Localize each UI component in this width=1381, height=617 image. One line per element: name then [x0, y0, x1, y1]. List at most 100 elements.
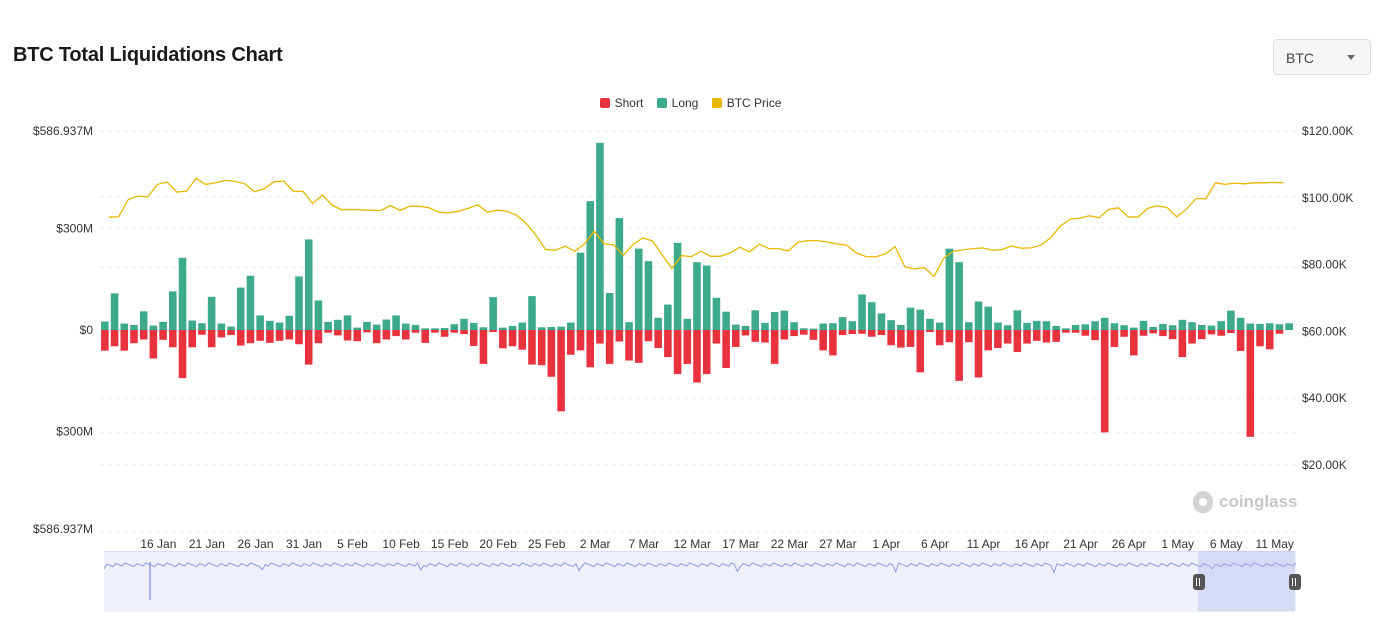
short-bar	[984, 330, 992, 351]
legend-item-short[interactable]: Short	[599, 96, 643, 110]
long-bar	[285, 315, 294, 330]
short-bar	[1178, 330, 1187, 358]
short-bar	[537, 330, 546, 366]
long-bar	[178, 257, 187, 330]
x-axis-tick-label: 26 Jan	[237, 537, 273, 551]
legend-label-long: Long	[671, 96, 699, 110]
long-bar	[469, 322, 478, 330]
short-bar	[304, 330, 313, 365]
short-bar	[1217, 330, 1225, 336]
long-bar	[139, 311, 148, 330]
short-bar	[1023, 330, 1031, 344]
long-bar	[431, 328, 439, 330]
long-bar	[314, 300, 323, 330]
long-bar	[1197, 324, 1206, 330]
x-axis-tick-label: 15 Feb	[431, 537, 469, 551]
x-axis-tick-label: 1 Apr	[872, 537, 900, 551]
x-axis-tick-label: 12 Mar	[674, 537, 711, 551]
long-bar	[528, 296, 536, 330]
x-axis-tick-label: 21 Apr	[1063, 537, 1098, 551]
long-bar	[751, 310, 760, 330]
x-axis-tick-label: 6 May	[1210, 537, 1243, 551]
x-axis-tick-label: 22 Mar	[771, 537, 808, 551]
short-bar	[596, 330, 604, 344]
short-bar	[139, 330, 148, 340]
coin-select-value: BTC	[1286, 50, 1314, 66]
x-axis-tick-label: 21 Jan	[189, 537, 225, 551]
short-bar	[450, 330, 459, 333]
short-bar	[916, 330, 925, 373]
long-bar	[605, 293, 614, 330]
long-bar	[838, 317, 847, 330]
long-bar	[101, 321, 109, 330]
long-bar	[1139, 320, 1148, 330]
navigator-selected-window[interactable]	[1198, 551, 1295, 611]
short-bar	[382, 330, 391, 340]
short-bar	[236, 330, 245, 346]
long-bar	[596, 142, 604, 330]
short-bar	[275, 330, 284, 341]
x-axis-tick-label: 2 Mar	[580, 537, 611, 551]
short-bar	[557, 330, 565, 412]
short-bar	[722, 330, 730, 368]
legend-item-btc-price[interactable]: BTC Price	[711, 96, 781, 110]
long-bar	[207, 296, 216, 330]
long-bar	[256, 315, 264, 330]
short-bar	[1227, 330, 1235, 334]
long-bar	[460, 318, 468, 330]
long-bar	[1100, 317, 1109, 330]
navigator-left-handle[interactable]	[1193, 574, 1205, 590]
short-bar	[285, 330, 294, 340]
long-bar	[1032, 320, 1041, 330]
long-bar	[489, 297, 497, 330]
long-bar	[877, 313, 886, 330]
long-bar	[819, 323, 827, 330]
short-bar	[1071, 330, 1080, 333]
short-bar	[528, 330, 536, 365]
short-bar	[654, 330, 662, 348]
short-bar	[431, 330, 439, 333]
short-bar	[829, 330, 837, 356]
short-bar	[1003, 330, 1012, 344]
legend-swatch-short	[599, 98, 610, 108]
long-bar	[1042, 321, 1051, 330]
short-bar	[508, 330, 517, 347]
long-bar	[906, 307, 915, 330]
long-bar	[1285, 323, 1293, 330]
long-bar	[702, 265, 711, 330]
long-bar	[149, 325, 158, 330]
short-bar	[1042, 330, 1051, 343]
short-bar	[1081, 330, 1090, 336]
short-bar	[353, 330, 362, 342]
long-bar	[159, 321, 167, 330]
short-bar	[615, 330, 624, 342]
long-bar	[576, 252, 585, 330]
long-bar	[401, 323, 410, 330]
range-navigator[interactable]	[103, 551, 1297, 612]
short-bar	[1139, 330, 1148, 336]
coin-select[interactable]: BTC	[1273, 39, 1371, 75]
x-axis-tick-label: 6 Apr	[921, 537, 949, 551]
long-bar	[1217, 321, 1225, 330]
long-bar	[1168, 325, 1177, 330]
navigator-right-handle[interactable]	[1289, 574, 1301, 590]
legend-item-long[interactable]: Long	[656, 96, 699, 110]
short-bar	[159, 330, 167, 340]
short-bar	[130, 330, 138, 344]
short-bar	[926, 330, 934, 333]
long-bar	[1149, 326, 1158, 330]
x-axis-tick-label: 25 Feb	[528, 537, 566, 551]
short-bar	[547, 330, 556, 377]
x-axis-tick-label: 7 Mar	[628, 537, 659, 551]
short-bar	[1062, 330, 1070, 333]
short-bar	[1149, 330, 1158, 334]
short-bar	[392, 330, 400, 337]
short-bar	[683, 330, 692, 364]
short-bar	[712, 330, 721, 344]
long-bar	[557, 326, 565, 330]
long-bar	[712, 297, 721, 330]
long-bar	[227, 326, 235, 330]
short-bar	[372, 330, 381, 344]
short-bar	[693, 330, 701, 383]
